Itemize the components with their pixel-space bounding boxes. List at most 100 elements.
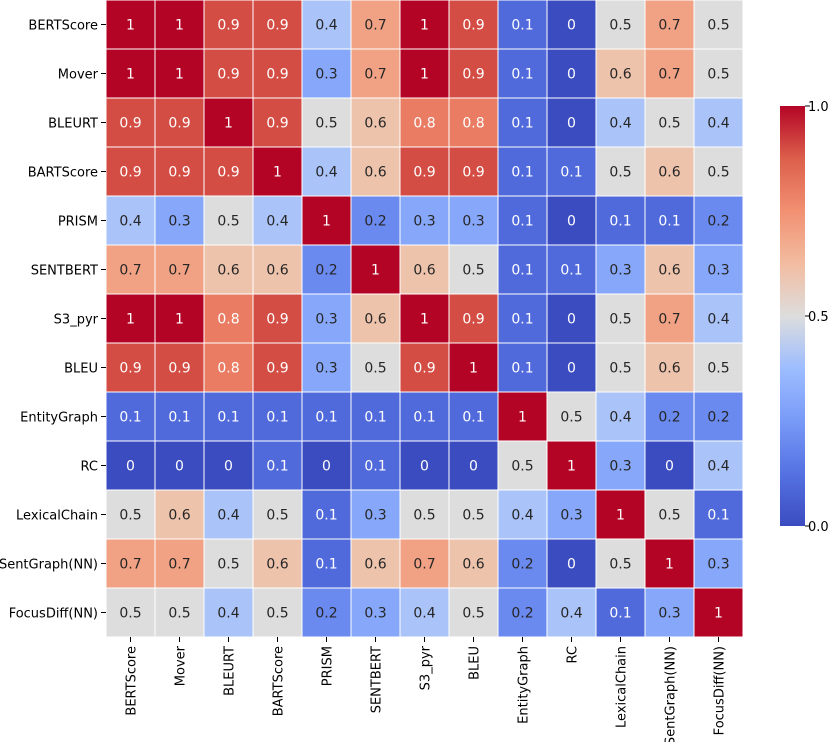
heatmap-cell	[497, 391, 548, 442]
heatmap-cell	[154, 0, 205, 50]
cell-value-label: 0.6	[364, 165, 386, 181]
row-label: EntityGraph	[20, 411, 98, 426]
cell-value-label: 0.9	[266, 18, 288, 34]
heatmap-cell	[644, 146, 695, 197]
heatmap-cell	[301, 489, 352, 540]
column-labels: BERTScore Mover BLEURT BARTScore PRISM SENTBE…	[125, 637, 728, 742]
heatmap-cell	[595, 48, 646, 99]
row-labels: BERTScore Mover BLEURT BARTScore PRISM SENTBE…	[0, 19, 106, 622]
heatmap-cell	[252, 146, 303, 197]
row-label: BLEURT	[48, 117, 98, 132]
cell-value-label: 1	[469, 361, 478, 377]
heatmap-cell	[301, 195, 352, 246]
cell-value-label: 0.1	[560, 263, 582, 279]
heatmap-cell	[301, 48, 352, 99]
cell-value-label: 0.1	[315, 557, 337, 573]
cell-value-label: 0.5	[119, 606, 141, 622]
cell-value-label: 0.6	[364, 116, 386, 132]
cell-value-label: 0.9	[462, 312, 484, 328]
cell-value-label: 0.9	[462, 67, 484, 83]
cell-value-label: 0.5	[707, 67, 729, 83]
cell-value-label: 0.1	[315, 508, 337, 524]
cell-value-label: 0.5	[462, 263, 484, 279]
cell-value-label: 0.4	[707, 312, 729, 328]
heatmap-cell	[497, 48, 548, 99]
heatmap-cell	[399, 293, 450, 344]
cell-value-label: 0.5	[707, 361, 729, 377]
cell-value-label: 0.3	[658, 606, 680, 622]
column-label: BERTScore	[125, 646, 140, 716]
cell-value-label: 0.6	[266, 557, 288, 573]
cell-value-label: 0.4	[413, 606, 435, 622]
cell-value-label: 0	[665, 459, 674, 475]
heatmap-cell	[693, 195, 744, 246]
cell-value-label: 0.7	[658, 18, 680, 34]
cell-value-label: 0.5	[462, 508, 484, 524]
heatmap-cell	[546, 440, 597, 491]
cell-value-label: 0.3	[707, 263, 729, 279]
cell-value-label: 0.1	[168, 410, 190, 426]
heatmap-cell	[448, 538, 499, 589]
heatmap-cell	[301, 587, 352, 638]
heatmap-cell	[154, 244, 205, 295]
cell-value-label: 0.1	[511, 165, 533, 181]
cell-value-label: 0.3	[168, 214, 190, 230]
cell-value-label: 0.1	[315, 410, 337, 426]
cell-value-label: 0.1	[658, 214, 680, 230]
cell-value-label: 0.7	[658, 312, 680, 328]
heatmap-cell	[595, 146, 646, 197]
cell-value-label: 0.9	[266, 312, 288, 328]
heatmap-cell	[301, 0, 352, 50]
cell-value-label: 1	[420, 18, 429, 34]
cell-value-label: 0.3	[707, 557, 729, 573]
cell-value-label: 0.4	[315, 165, 337, 181]
cell-value-label: 1	[714, 606, 723, 622]
heatmap-cell	[399, 342, 450, 393]
cell-value-label: 0.5	[168, 606, 190, 622]
cell-value-label: 0.4	[315, 18, 337, 34]
heatmap-cell	[497, 342, 548, 393]
column-label: FocusDiff(NN)	[713, 646, 728, 735]
cell-value-label: 0.1	[511, 361, 533, 377]
cell-value-label: 0.3	[315, 312, 337, 328]
heatmap-cell	[399, 440, 450, 491]
cell-value-label: 0.3	[609, 263, 631, 279]
cell-value-label: 0	[567, 214, 576, 230]
heatmap-cells: 1 1 0.9 0.9 0.4 0.7 1 0.9 0.1 0 0.5 0.7 0.5 1 1 0.9 0.9 0…	[105, 0, 744, 638]
cell-value-label: 0.1	[511, 263, 533, 279]
cell-value-label: 0.6	[364, 557, 386, 573]
heatmap-cell	[203, 538, 254, 589]
column-label: RC	[566, 646, 581, 663]
heatmap-cell	[546, 391, 597, 442]
cell-value-label: 0.1	[413, 410, 435, 426]
heatmap-cell	[693, 391, 744, 442]
cell-value-label: 0.8	[413, 116, 435, 132]
row-label: PRISM	[58, 215, 98, 230]
cell-value-label: 0.6	[217, 263, 239, 279]
cell-value-label: 0.3	[364, 606, 386, 622]
cell-value-label: 0.4	[707, 116, 729, 132]
heatmap-cell	[252, 97, 303, 148]
cell-value-label: 0.5	[266, 508, 288, 524]
cell-value-label: 0.5	[315, 116, 337, 132]
cell-value-label: 0.7	[119, 557, 141, 573]
heatmap-cell	[399, 48, 450, 99]
cell-value-label: 0.1	[609, 214, 631, 230]
column-label: EntityGraph	[517, 646, 532, 724]
cell-value-label: 1	[420, 312, 429, 328]
column-label: LexicalChain	[615, 646, 630, 728]
heatmap-cell	[350, 342, 401, 393]
column-label: BLEURT	[223, 646, 238, 696]
cell-value-label: 0.5	[511, 459, 533, 475]
heatmap-cell	[497, 146, 548, 197]
cell-value-label: 0	[126, 459, 135, 475]
heatmap-cell	[448, 293, 499, 344]
cell-value-label: 0.1	[266, 410, 288, 426]
cell-value-label: 0	[567, 557, 576, 573]
cell-value-label: 0.5	[658, 116, 680, 132]
cell-value-label: 1	[371, 263, 380, 279]
heatmap-cell	[105, 391, 156, 442]
heatmap-cell	[105, 587, 156, 638]
cell-value-label: 0.5	[217, 214, 239, 230]
